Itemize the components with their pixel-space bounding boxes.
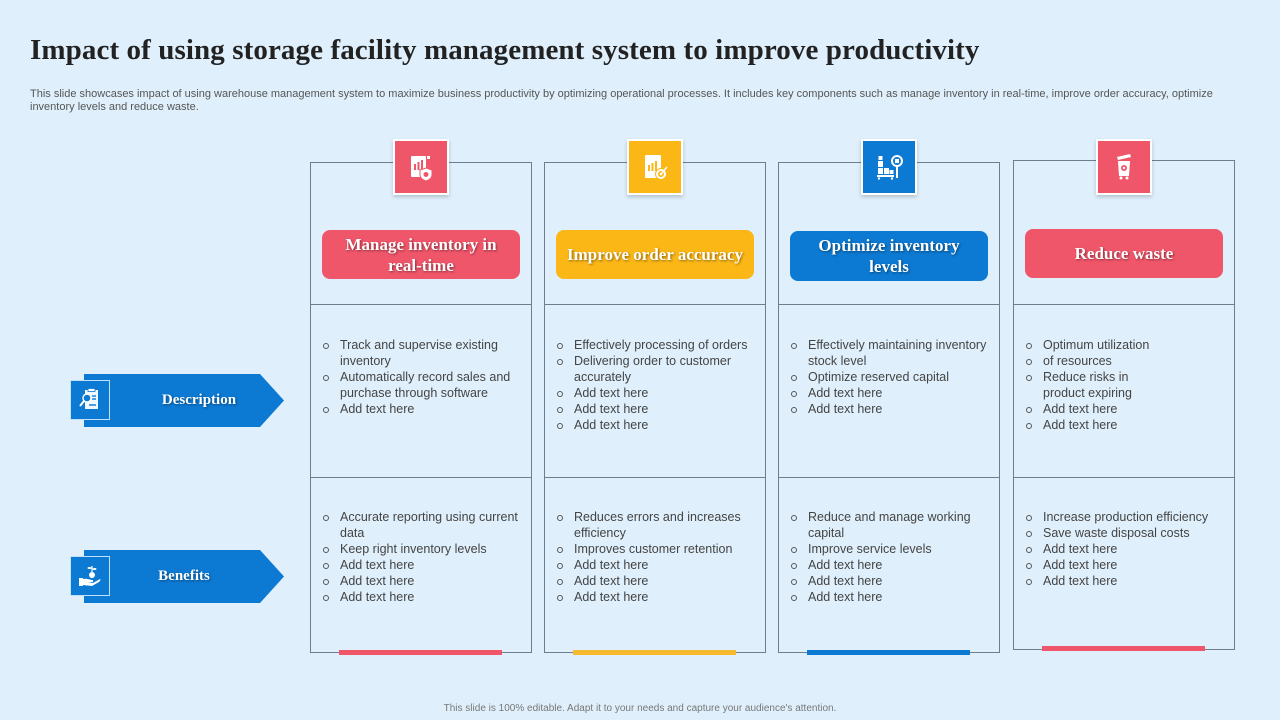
list-item: Add text here <box>789 401 995 417</box>
list-item: Add text here <box>555 417 761 433</box>
list-item: Add text here <box>555 589 761 605</box>
list-item: Add text here <box>1024 557 1230 573</box>
description-list: Optimum utilization of resources Reduce … <box>1024 337 1230 433</box>
column-manage-inventory: Manage inventory in real-time Track and … <box>310 139 532 655</box>
list-item: Add text here <box>1024 573 1230 589</box>
row-label-text: Benefits <box>158 568 210 584</box>
boxes-magnifier-icon <box>861 139 917 195</box>
list-item: Add text here <box>321 589 527 605</box>
column-heading-pill: Reduce waste <box>1025 229 1223 278</box>
list-item: Improve service levels <box>789 541 995 557</box>
list-item: Add text here <box>555 401 761 417</box>
list-item: Add text here <box>789 589 995 605</box>
benefits-list: Reduce and manage working capital Improv… <box>789 509 995 605</box>
divider <box>1014 477 1234 478</box>
list-item: Reduce risks in product expiring <box>1024 369 1134 401</box>
row-label-description: Description <box>84 374 284 427</box>
accent-bar <box>807 650 970 655</box>
accent-bar <box>1042 646 1205 651</box>
list-item: Add text here <box>321 557 527 573</box>
list-item: Optimum utilization <box>1024 337 1230 353</box>
clipboard-search-icon <box>70 380 110 420</box>
list-item: Effectively processing of orders <box>555 337 761 353</box>
accent-bar <box>339 650 502 655</box>
list-item: Optimize reserved capital <box>789 369 995 385</box>
divider <box>545 477 765 478</box>
list-item: Add text here <box>321 573 527 589</box>
list-item: Reduces errors and increases efficiency <box>555 509 761 541</box>
list-item: Add text here <box>321 401 527 417</box>
column-optimize-levels: Optimize inventory levels Effectively ma… <box>778 139 1000 655</box>
list-item: Increase production efficiency <box>1024 509 1230 525</box>
list-item: Keep right inventory levels <box>321 541 527 557</box>
description-list: Track and supervise existing inventory A… <box>321 337 527 417</box>
divider <box>311 304 531 305</box>
list-item: Add text here <box>1024 541 1230 557</box>
report-shield-icon <box>393 139 449 195</box>
divider <box>545 304 765 305</box>
list-item: Add text here <box>1024 401 1230 417</box>
list-item: Save waste disposal costs <box>1024 525 1230 541</box>
divider <box>311 477 531 478</box>
accent-bar <box>573 650 736 655</box>
list-item: Automatically record sales and purchase … <box>321 369 527 401</box>
benefits-list: Reduces errors and increases efficiency … <box>555 509 761 605</box>
list-item: Add text here <box>555 557 761 573</box>
divider <box>1014 304 1234 305</box>
column-heading-pill: Improve order accuracy <box>556 230 754 279</box>
description-list: Effectively processing of orders Deliver… <box>555 337 761 433</box>
list-item: Add text here <box>789 573 995 589</box>
list-item: Track and supervise existing inventory <box>321 337 527 369</box>
divider <box>779 477 999 478</box>
benefits-list: Increase production efficiency Save wast… <box>1024 509 1230 589</box>
list-item: Reduce and manage working capital <box>789 509 995 541</box>
list-item: Add text here <box>789 557 995 573</box>
row-label-text: Description <box>161 392 237 408</box>
column-order-accuracy: Improve order accuracy Effectively proce… <box>544 139 766 655</box>
list-item: Add text here <box>555 573 761 589</box>
list-item: Add text here <box>1024 417 1230 433</box>
list-item: Improves customer retention <box>555 541 761 557</box>
list-item: Accurate reporting using current data <box>321 509 527 541</box>
list-item: Effectively maintaining inventory stock … <box>789 337 995 369</box>
chart-target-icon <box>627 139 683 195</box>
row-label-benefits: Benefits <box>84 550 284 603</box>
list-item: Add text here <box>555 385 761 401</box>
list-item: Delivering order to customer accurately <box>555 353 761 385</box>
divider <box>779 304 999 305</box>
description-list: Effectively maintaining inventory stock … <box>789 337 995 417</box>
slide-title: Impact of using storage facility managem… <box>30 34 980 66</box>
slide-subtitle: This slide showcases impact of using war… <box>30 88 1213 113</box>
list-item: of resources <box>1024 353 1230 369</box>
column-heading-pill: Optimize inventory levels <box>790 231 988 281</box>
footer-note: This slide is 100% editable. Adapt it to… <box>443 703 837 714</box>
benefits-list: Accurate reporting using current data Ke… <box>321 509 527 605</box>
column-heading-pill: Manage inventory in real-time <box>322 230 520 279</box>
hand-plant-coin-icon <box>70 556 110 596</box>
recycle-bin-icon <box>1096 139 1152 195</box>
list-item: Add text here <box>789 385 995 401</box>
column-reduce-waste: Reduce waste Optimum utilization of reso… <box>1013 139 1235 651</box>
